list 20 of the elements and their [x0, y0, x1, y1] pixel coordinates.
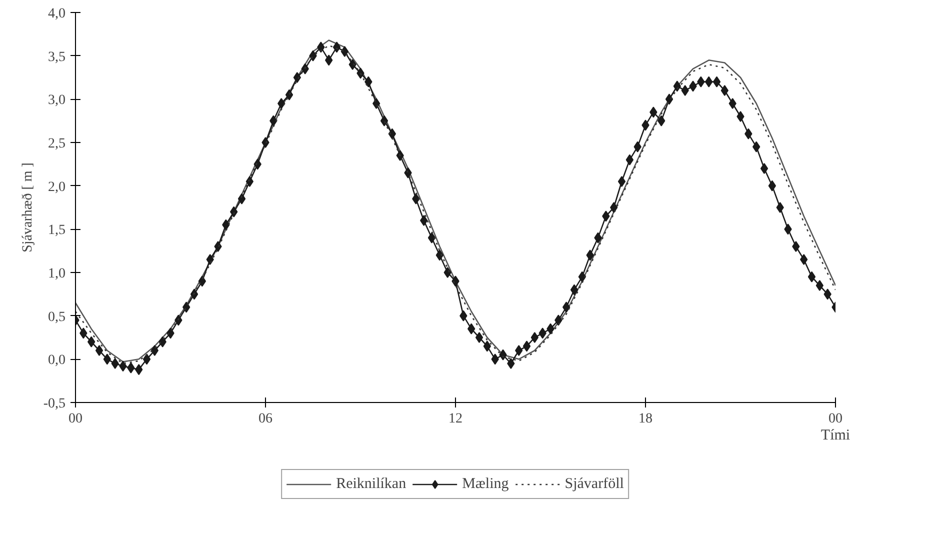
y-tick-label: 4,0 — [48, 6, 66, 22]
legend-label: Reiknilíkan — [336, 476, 406, 492]
y-tick-label: 0,5 — [48, 310, 66, 325]
x-tick-label: 06 — [258, 412, 272, 426]
x-axis-title: Tími — [820, 428, 850, 444]
y-tick-label: 0,0 — [48, 353, 66, 368]
y-tick-label: 3,5 — [48, 50, 66, 65]
x-tick-label: 18 — [638, 412, 652, 426]
y-axis-title: Sjávarhæð [ m ] — [20, 162, 36, 252]
y-tick-label: 1,5 — [48, 223, 66, 238]
legend-label: Mæling — [462, 476, 509, 492]
y-tick-label: 3,0 — [48, 93, 66, 108]
y-tick-label: 2,5 — [48, 136, 66, 152]
y-tick-label: 2,0 — [48, 180, 66, 195]
x-tick-label: 00 — [68, 412, 82, 426]
y-tick-label: -0,5 — [43, 396, 66, 412]
x-tick-label: 00 — [828, 412, 842, 426]
x-tick-label: 12 — [448, 412, 462, 426]
y-tick-label: 1,0 — [48, 266, 66, 282]
legend-label: Sjávarföll — [564, 476, 624, 492]
